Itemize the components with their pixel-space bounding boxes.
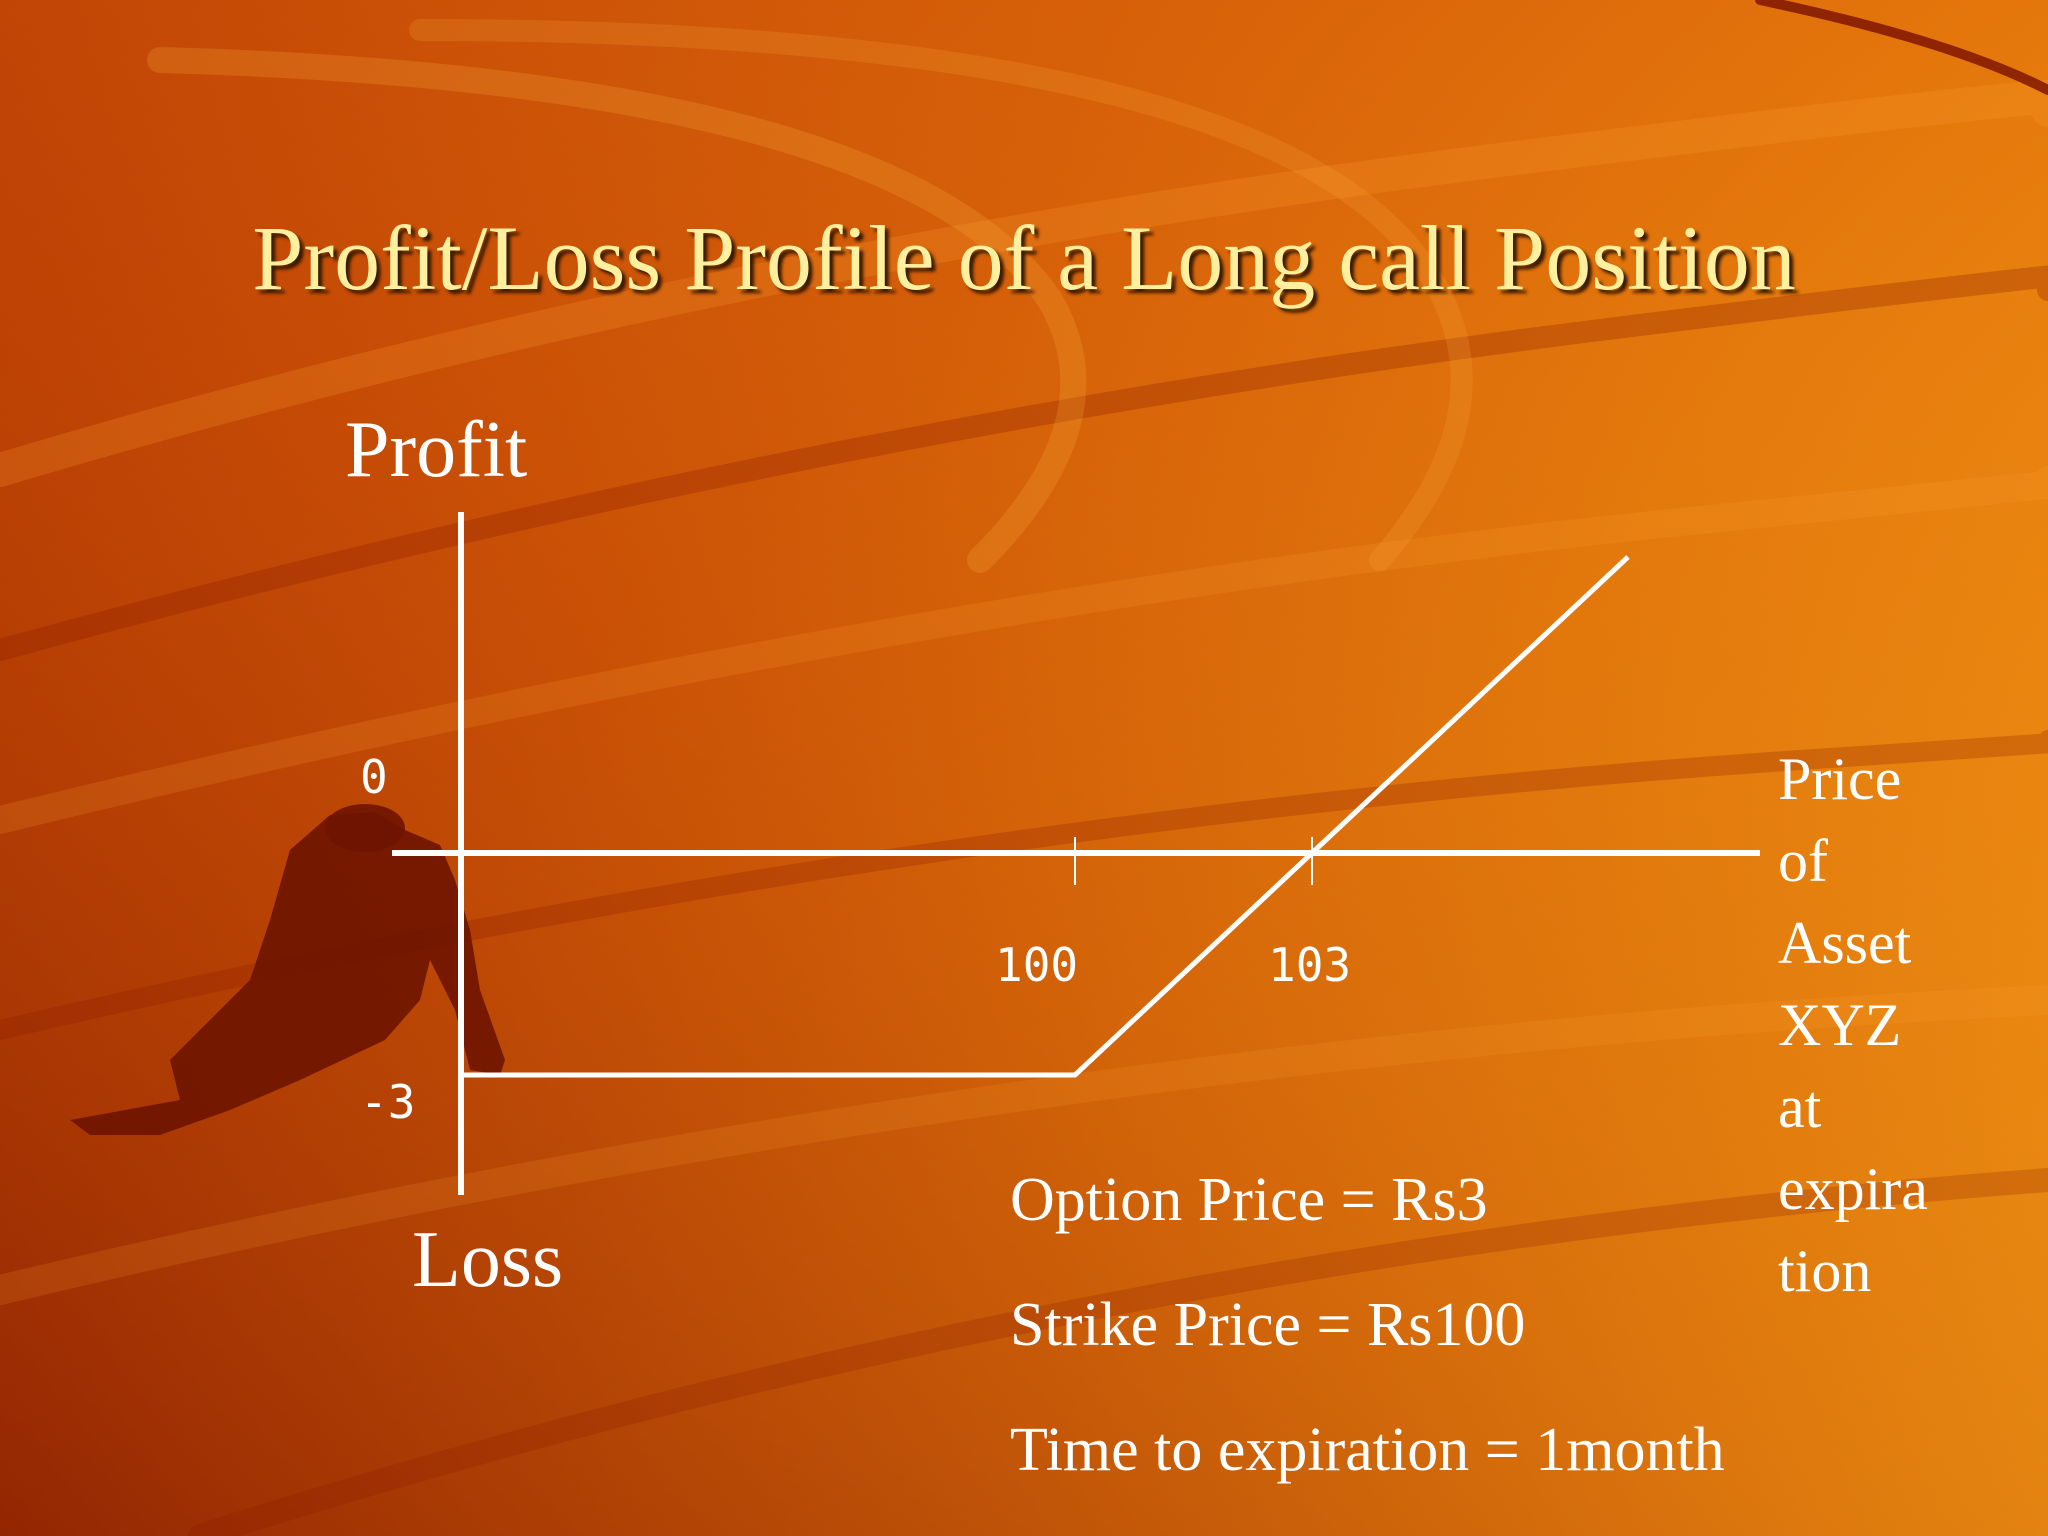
x-tick-label-103: 103 xyxy=(1268,938,1352,992)
y-tick-label-minus3: -3 xyxy=(360,1075,416,1129)
y-tick-label-zero: 0 xyxy=(360,750,388,804)
x-axis-title: Price of Asset XYZ at expira tion xyxy=(1778,738,2018,1312)
slide-title: Profit/Loss Profile of a Long call Posit… xyxy=(252,207,1796,309)
y-axis-loss-label: Loss xyxy=(412,1216,564,1304)
x-axis-title-line: expira xyxy=(1778,1156,1928,1222)
x-axis-title-line: at xyxy=(1778,1074,1822,1140)
time-to-expiration-text: Time to expiration = 1month xyxy=(1010,1416,1725,1484)
y-axis-profit-label: Profit xyxy=(345,406,528,494)
x-tick-label-100: 100 xyxy=(995,938,1079,992)
x-axis-title-line: XYZ xyxy=(1778,992,1902,1058)
option-price-text: Option Price = Rs3 xyxy=(1010,1166,1488,1234)
x-axis-title-line: Price xyxy=(1778,746,1902,812)
x-axis-title-line: tion xyxy=(1778,1238,1872,1304)
x-axis-title-line: Asset xyxy=(1778,910,1912,976)
x-axis-title-line: of xyxy=(1778,828,1828,894)
runner-silhouette xyxy=(70,804,505,1135)
payoff-line xyxy=(461,555,1630,1078)
strike-price-text: Strike Price = Rs100 xyxy=(1010,1291,1526,1359)
